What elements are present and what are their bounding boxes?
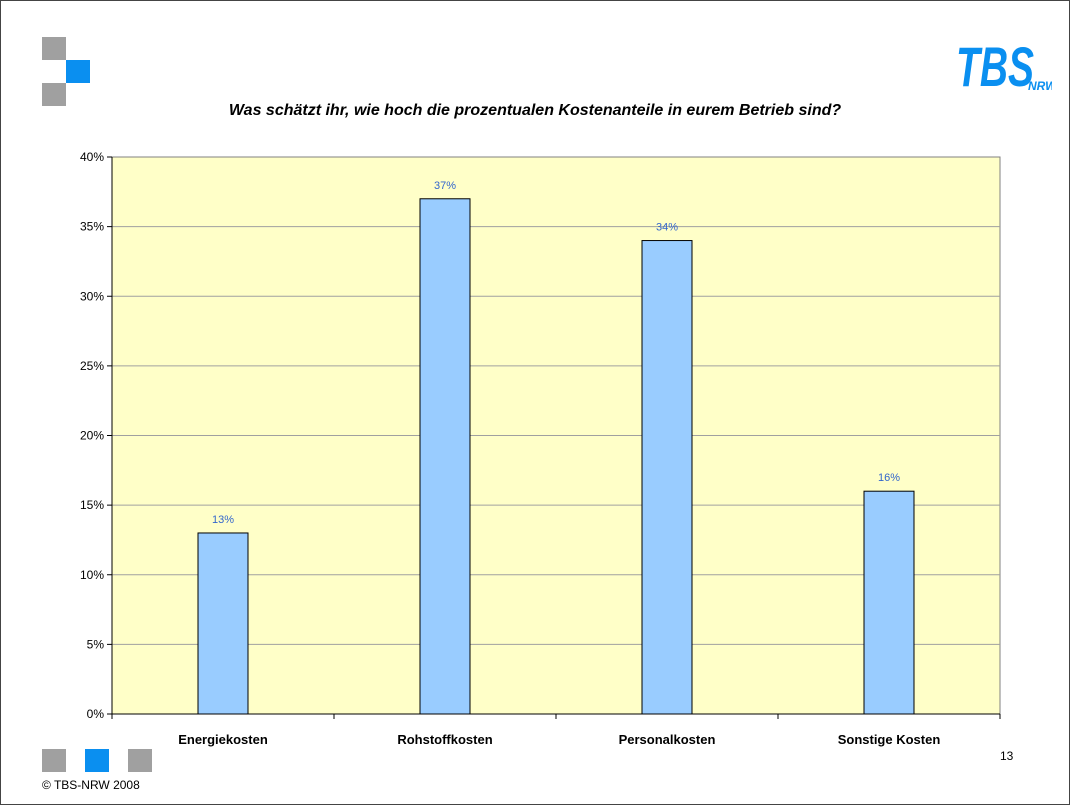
category-label: Rohstoffkosten (397, 732, 492, 747)
footer-square-gray-right (128, 749, 152, 772)
chart-title: Was schätzt ihr, wie hoch die prozentual… (228, 102, 842, 119)
bar-sonstige-kosten (863, 490, 915, 715)
footer-square-gray-left (42, 749, 66, 772)
tbs-nrw-logo: TBS NRW (952, 30, 1052, 100)
category-labels: Energiekosten Rohstoffkosten Personalkoste… (178, 732, 940, 747)
y-tick-label: 20% (80, 429, 104, 443)
footer-square-blue (85, 749, 109, 772)
bar-personalkosten (641, 240, 693, 715)
y-tick-label: 40% (80, 150, 104, 164)
copyright: © TBS-NRW 2008 (42, 778, 140, 792)
category-label: Energiekosten (178, 732, 268, 747)
gridlines (112, 226, 1000, 645)
bar-energiekosten (197, 532, 249, 715)
y-tick-label: 25% (80, 359, 104, 373)
data-label: 13% (212, 514, 234, 526)
data-label: 16% (878, 472, 900, 484)
y-tick-label: 5% (87, 637, 105, 651)
data-label: 34% (656, 222, 678, 234)
page-number: 13 (1000, 749, 1014, 763)
category-label: Sonstige Kosten (838, 732, 941, 747)
y-tick-label: 0% (87, 707, 105, 721)
y-tick-label: 15% (80, 498, 104, 512)
logo-main-text: TBS (956, 35, 1034, 98)
y-axis: 0% 5% 10% 15% 20% 25% 30% 35% 40% (80, 150, 113, 721)
x-axis (111, 713, 1001, 719)
logo-sub-text: NRW (1028, 79, 1052, 93)
deco-square-blue (66, 60, 90, 83)
bars (197, 198, 915, 715)
y-tick-label: 35% (80, 220, 104, 234)
y-tick-label: 10% (80, 568, 104, 582)
data-label: 37% (434, 180, 456, 192)
category-label: Personalkosten (619, 732, 716, 747)
bar-rohstoffkosten (419, 198, 471, 715)
y-tick-label: 30% (80, 289, 104, 303)
deco-square-gray-bottom (42, 83, 66, 106)
data-labels: 13% 37% 34% 16% (212, 180, 900, 526)
deco-square-gray-top (42, 37, 66, 60)
